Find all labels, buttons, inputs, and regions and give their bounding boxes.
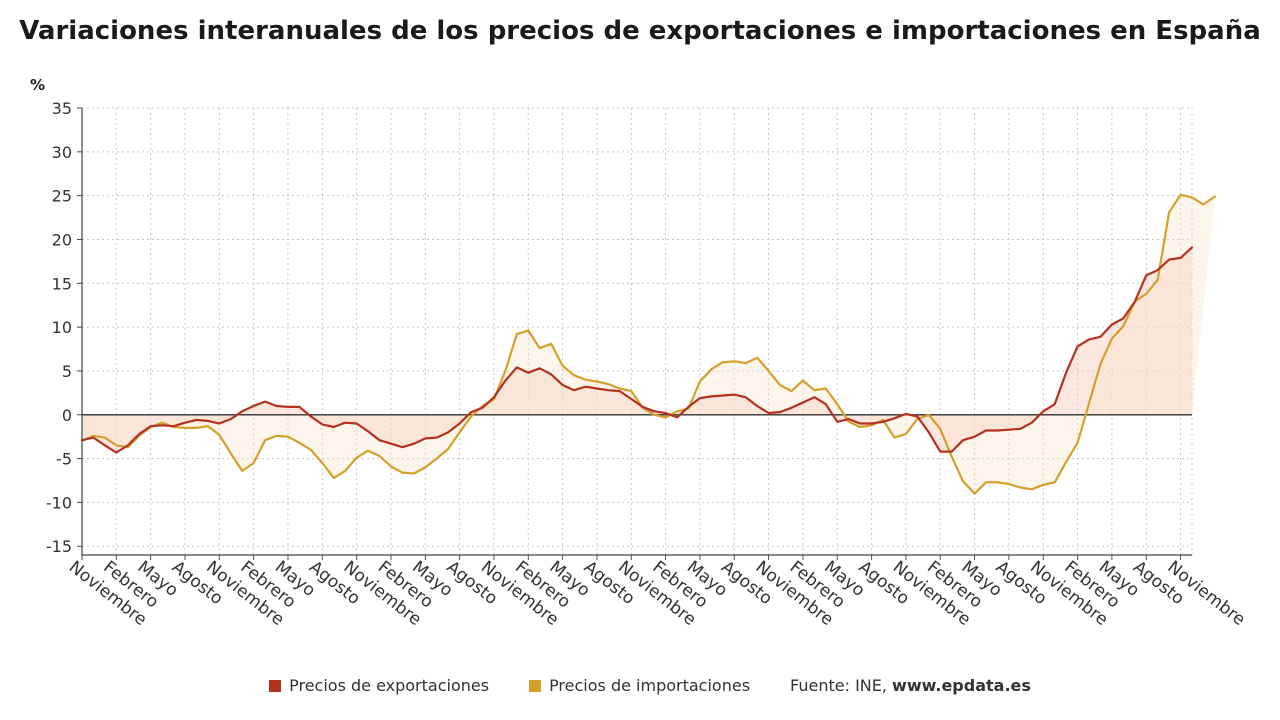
y-tick-labels: 35 30 25 20 15 10 5 0 -5 -10 -15 — [46, 99, 72, 556]
y-tick-label: -15 — [46, 537, 72, 556]
x-tick-labels: NoviembreFebreroMayoAgostoNoviembreFebre… — [65, 557, 1249, 630]
legend-swatch-imports — [529, 679, 542, 692]
y-tick-label: 15 — [52, 274, 72, 293]
legend-label-imports: Precios de importaciones — [549, 676, 751, 695]
legend-label-exports: Precios de exportaciones — [289, 676, 490, 695]
series-line-exports — [80, 246, 1194, 454]
legend-item-exports: Precios de exportaciones — [269, 676, 489, 695]
legend: Precios de exportaciones Precios de impo… — [0, 676, 1280, 695]
y-tick-label: 10 — [52, 318, 72, 337]
series-lines — [80, 193, 1216, 495]
source-prefix: Fuente: INE, — [790, 676, 893, 695]
area-fill-imports — [82, 194, 1215, 494]
legend-item-imports: Precios de importaciones — [529, 676, 750, 695]
area-fill — [82, 194, 1215, 494]
y-tick-label: -10 — [46, 493, 72, 512]
series-line-imports — [80, 193, 1216, 495]
chart-title: Variaciones interanuales de los precios … — [19, 16, 1261, 46]
y-tick-label: 35 — [52, 99, 72, 118]
legend-swatch-exports — [269, 679, 282, 692]
y-tick-label: -5 — [56, 450, 72, 469]
source-note: Fuente: INE, www.epdata.es — [790, 676, 1031, 695]
y-tick-label: 25 — [52, 187, 72, 206]
y-tick-label: 5 — [62, 362, 72, 381]
y-tick-label: 0 — [62, 406, 72, 425]
plot-area — [82, 108, 1192, 555]
grid — [81, 107, 1193, 555]
y-axis-unit-label: % — [30, 76, 45, 94]
axes — [77, 107, 1192, 560]
source-site: www.epdata.es — [892, 676, 1031, 695]
area-fill-exports — [82, 247, 1192, 453]
y-tick-label: 30 — [52, 143, 72, 162]
y-tick-label: 20 — [52, 230, 72, 249]
